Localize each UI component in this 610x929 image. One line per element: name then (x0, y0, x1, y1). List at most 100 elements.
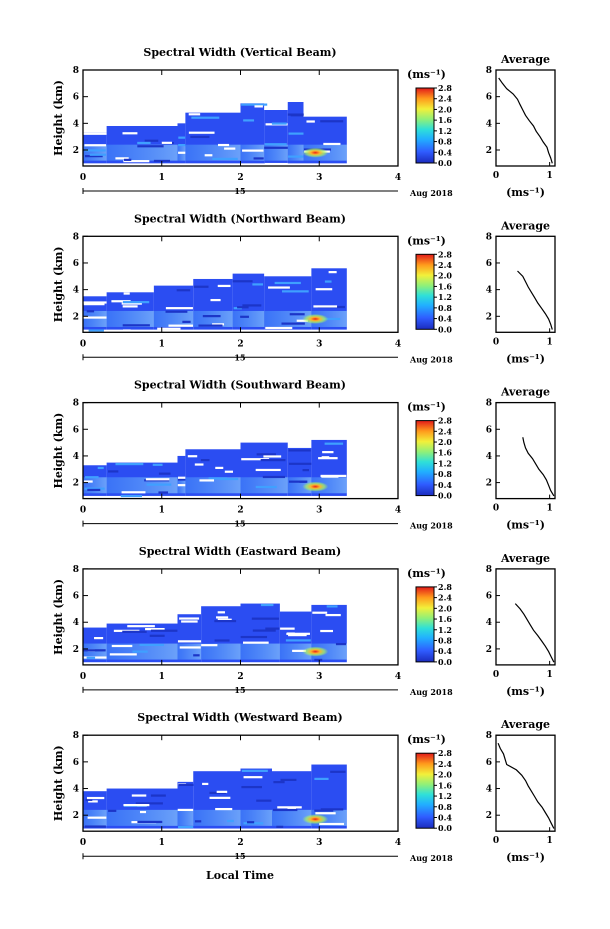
heatmap-cell (122, 132, 138, 135)
heatmap-cell (273, 781, 285, 784)
heatmap-band (83, 310, 107, 327)
profile-x-tick-label: 1 (547, 171, 553, 181)
heatmap-band (232, 310, 265, 327)
profile-x-tick-label: 1 (547, 337, 553, 347)
colorbar-tick-label: 0.4 (438, 646, 452, 656)
colorbar-tick-label: 1.2 (438, 625, 452, 635)
heatmap-cell (121, 491, 146, 494)
colorbar-unit: (ms⁻¹) (407, 234, 446, 247)
profile-x-tick-label: 0 (493, 337, 499, 347)
heatmap-cell (252, 283, 264, 286)
heatmap-cell (302, 469, 310, 472)
heatmap-cell (263, 455, 282, 458)
colorbar-tick-label: 0.0 (438, 158, 452, 168)
x-tick-label: 0 (80, 173, 86, 183)
date-day: 15 (234, 685, 245, 695)
y-tick-label: 6 (73, 592, 79, 602)
heatmap-cell (215, 807, 233, 811)
heatmap-cell (85, 798, 93, 801)
heatmap-cell (288, 132, 307, 135)
heatmap-cell (280, 627, 295, 630)
heatmap-cell (178, 825, 201, 829)
heatmap-cell (122, 630, 147, 633)
colorbar-tick-label: 0.4 (438, 812, 452, 822)
heatmap-cell (288, 634, 307, 637)
heatmap-cell (161, 141, 172, 144)
colorbar (415, 420, 435, 497)
profile-y-tick-label: 6 (486, 758, 492, 768)
heatmap-cell (123, 292, 130, 295)
heatmap-cell (193, 285, 209, 288)
profile-y-tick-label: 8 (486, 731, 492, 741)
colorbar-tick-label: 0.0 (438, 324, 452, 334)
heatmap-cell (282, 290, 309, 293)
x-tick-label: 0 (80, 672, 86, 682)
colorbar-tick-label: 2.0 (438, 603, 452, 613)
colorbar-tick-label: 0.0 (438, 823, 452, 833)
profile-y-tick-label: 6 (486, 425, 492, 435)
profile-y-tick-label: 2 (486, 312, 492, 322)
profile-x-axis-label: (ms⁻¹) (506, 186, 545, 199)
colorbar-tick-label: 1.2 (438, 292, 452, 302)
colorbar-tick-label: 0.8 (438, 137, 452, 147)
colorbar-tick-label: 0.8 (438, 802, 452, 812)
heatmap-band (193, 310, 233, 327)
colorbar-tick-label: 2.4 (438, 94, 452, 104)
heatmap-cell (176, 289, 191, 292)
profile-x-axis-label: (ms⁻¹) (506, 851, 545, 864)
heatmap-cell (83, 303, 105, 306)
heatmap-cell (139, 643, 164, 647)
heatmap-band (177, 809, 194, 826)
heatmap-cell (312, 611, 328, 614)
y-tick-label: 2 (73, 811, 79, 821)
x-tick-label: 2 (237, 506, 243, 516)
profile-y-tick-label: 6 (486, 93, 492, 103)
heatmap-cell (83, 649, 106, 652)
heatmap-cell (251, 617, 279, 620)
heatmap-cell (177, 476, 193, 479)
y-axis-label: Height (km) (52, 579, 65, 655)
heatmap-cell (179, 646, 201, 649)
colorbar-tick-label: 1.2 (438, 126, 452, 136)
colorbar-tick-label: 2.8 (438, 249, 452, 259)
colorbar (415, 586, 435, 663)
heatmap-cell (210, 298, 221, 302)
heatmap-cell (153, 159, 170, 163)
heatmap-cell (179, 617, 200, 620)
date-month-year: Aug 2018 (409, 188, 453, 198)
heatmap-cell (139, 810, 147, 814)
heatmap-cell (188, 131, 215, 134)
heatmap-cell (216, 616, 229, 619)
heatmap-cell (287, 806, 296, 809)
heatmap-band (287, 144, 304, 161)
y-tick-label: 4 (73, 785, 79, 795)
heatmap-band (106, 310, 154, 327)
heatmap-band (185, 477, 241, 494)
heatmap-cell (255, 485, 277, 489)
profile-x-tick-label: 0 (493, 670, 499, 680)
heatmap-cell (322, 451, 334, 454)
heatmap-cell (87, 488, 101, 492)
x-tick-label: 3 (316, 506, 322, 516)
heatmap-cell (84, 487, 105, 490)
heatmap-band (240, 643, 280, 660)
heatmap-cell (152, 463, 163, 466)
y-tick-label: 2 (73, 645, 79, 655)
heatmap-cell (97, 466, 104, 470)
colorbar-tick-label: 2.8 (438, 582, 452, 592)
heatmap-cell (288, 462, 312, 465)
profile-frame (495, 734, 556, 832)
heatmap-cell (242, 641, 269, 644)
heatmap-cell (287, 155, 315, 158)
heatmap-cell (177, 640, 202, 643)
profile-x-tick-label: 0 (493, 504, 499, 514)
heatmap-cell (194, 463, 204, 466)
heatmap-cell (137, 820, 163, 824)
heatmap-cell (212, 323, 225, 326)
profile-y-tick-label: 8 (486, 565, 492, 575)
heatmap-band (193, 809, 241, 826)
y-tick-label: 8 (73, 66, 79, 76)
heatmap-cell (232, 280, 253, 283)
heatmap-cell (319, 822, 345, 826)
